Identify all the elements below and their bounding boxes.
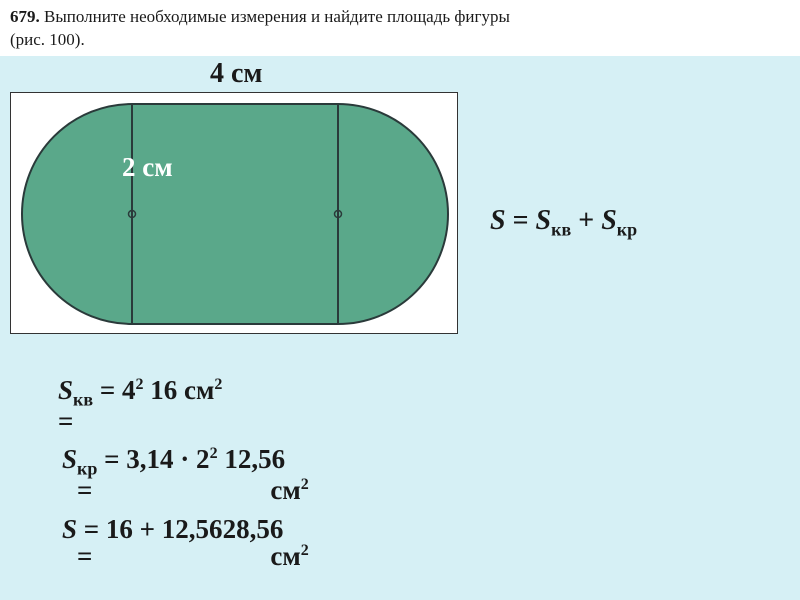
width-label: 4 см	[210, 58, 263, 90]
figure-container	[10, 92, 458, 334]
stadium-shape	[19, 101, 451, 327]
c2-unitexp: 2	[301, 476, 309, 493]
c2-mid: = 3,14 · 2	[97, 444, 209, 474]
c1-S: S	[58, 375, 73, 405]
c3-tail: =	[77, 541, 92, 571]
c1-mid: = 4	[93, 375, 135, 405]
c3-res: 28,56	[223, 514, 284, 544]
c2-exp: 2	[210, 445, 218, 462]
formula-main: S = Sкв + Sкр	[490, 205, 637, 241]
formula-S: S	[490, 205, 506, 236]
c1-res: 16 см	[150, 375, 214, 405]
c2-tail: =	[77, 475, 92, 505]
c2-res: 12,56	[224, 444, 285, 474]
formula-eq: =	[506, 205, 536, 236]
c2-S: S	[62, 444, 77, 474]
formula-sub2: кр	[617, 220, 637, 240]
c2-unit: см	[270, 475, 300, 505]
problem-header: 679. Выполните необходимые измерения и н…	[0, 0, 800, 56]
formula-S1: S	[536, 205, 552, 236]
problem-number: 679.	[10, 7, 40, 26]
calc-line-3: S = 16 + 12,5628,56S=см2	[62, 516, 309, 570]
c1-tail: =	[58, 406, 73, 436]
c3-unit: см	[270, 541, 300, 571]
c3-unitexp: 2	[301, 542, 309, 559]
problem-text-1: Выполните необходимые измерения и найдит…	[44, 7, 510, 26]
formula-sub1: кв	[551, 220, 571, 240]
radius-label: 2 см	[122, 152, 173, 183]
c1-resexp: 2	[214, 376, 222, 393]
c3-S: S	[62, 514, 77, 544]
calc-line-1: Sкв = 42 16 см2=	[58, 377, 222, 435]
calc-line-2: Sкр = 3,14 · 22 12,56S=см2	[62, 446, 309, 504]
c1-exp: 2	[136, 376, 144, 393]
formula-plus: +	[571, 205, 601, 236]
c1-sub: кв	[73, 389, 93, 409]
c3-mid: = 16 + 12,56	[77, 514, 223, 544]
problem-text-2: (рис. 100).	[10, 30, 85, 49]
formula-S2: S	[601, 205, 617, 236]
